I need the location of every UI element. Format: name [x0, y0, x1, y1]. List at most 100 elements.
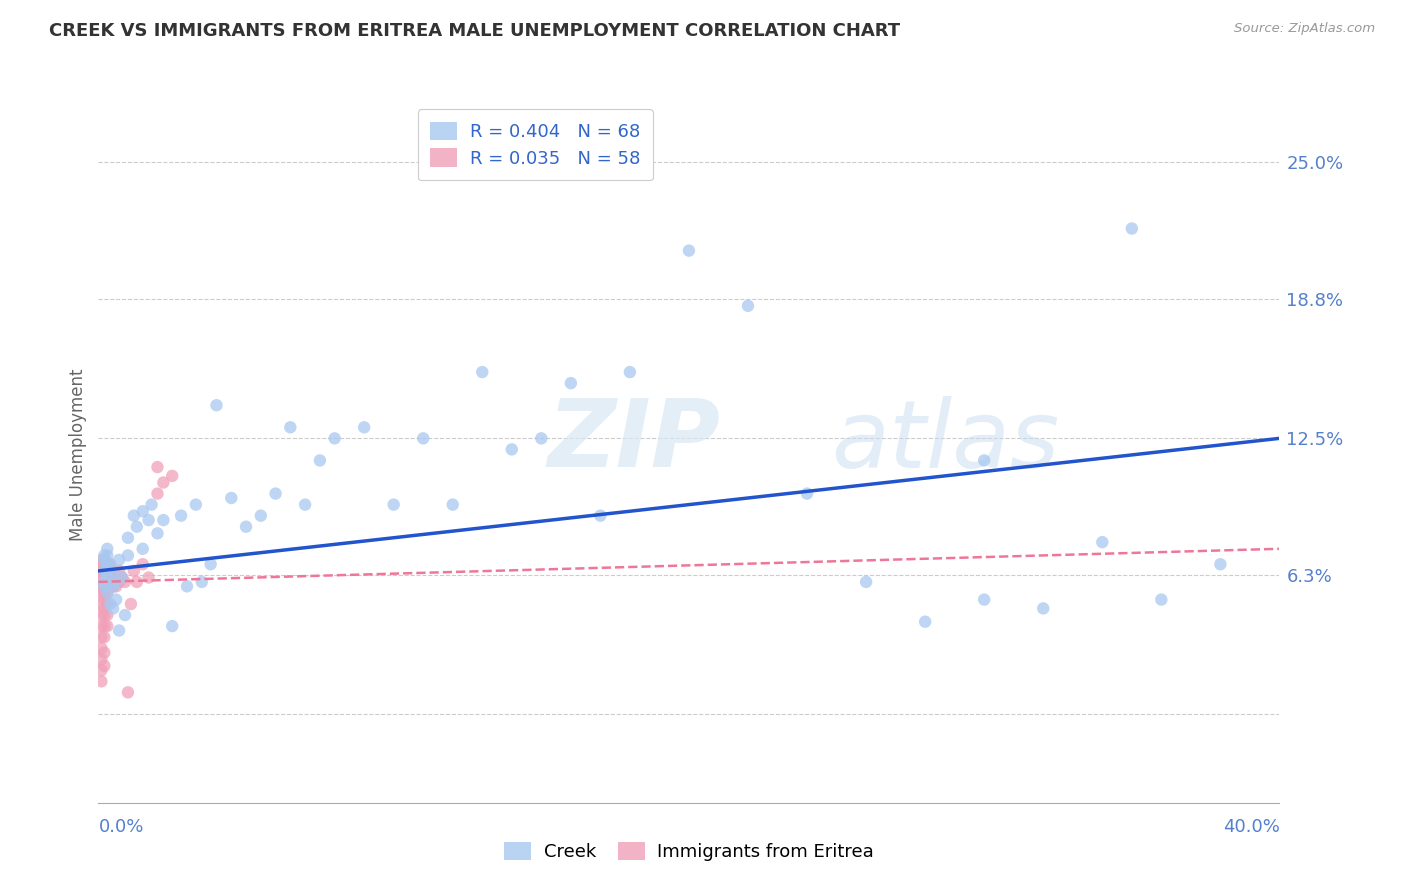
Point — [103, 579, 125, 593]
Point — [117, 531, 139, 545]
Point — [132, 558, 155, 572]
Point — [1150, 592, 1173, 607]
Point — [96, 564, 118, 578]
Point — [114, 574, 136, 589]
Point — [93, 574, 115, 589]
Point — [323, 431, 346, 445]
Point — [93, 564, 115, 578]
Point — [294, 498, 316, 512]
Point — [93, 558, 115, 572]
Point — [501, 442, 523, 457]
Point — [250, 508, 273, 523]
Point — [560, 376, 582, 391]
Point — [1091, 535, 1114, 549]
Point — [111, 570, 134, 584]
Point — [353, 420, 375, 434]
Point — [98, 558, 121, 572]
Point — [138, 570, 160, 584]
Point — [219, 491, 242, 505]
Point — [90, 553, 112, 567]
Text: Source: ZipAtlas.com: Source: ZipAtlas.com — [1234, 22, 1375, 36]
Point — [162, 469, 183, 483]
Y-axis label: Male Unemployment: Male Unemployment — [69, 368, 87, 541]
Point — [103, 564, 125, 578]
Point — [152, 513, 174, 527]
Point — [93, 592, 115, 607]
Point — [96, 541, 118, 556]
Point — [125, 574, 148, 589]
Point — [93, 564, 115, 578]
Text: CREEK VS IMMIGRANTS FROM ERITREA MALE UNEMPLOYMENT CORRELATION CHART: CREEK VS IMMIGRANTS FROM ERITREA MALE UN… — [49, 22, 900, 40]
Point — [96, 608, 118, 623]
Point — [1032, 601, 1054, 615]
Point — [96, 597, 118, 611]
Point — [90, 630, 112, 644]
Point — [530, 431, 553, 445]
Point — [90, 674, 112, 689]
Point — [96, 558, 118, 572]
Point — [90, 558, 112, 572]
Point — [737, 299, 759, 313]
Point — [117, 549, 139, 563]
Point — [96, 579, 118, 593]
Point — [678, 244, 700, 258]
Point — [96, 549, 118, 563]
Point — [796, 486, 818, 500]
Point — [96, 586, 118, 600]
Point — [103, 601, 125, 615]
Point — [146, 486, 169, 500]
Point — [132, 504, 155, 518]
Point — [90, 641, 112, 656]
Point — [90, 579, 112, 593]
Point — [973, 592, 995, 607]
Point — [90, 564, 112, 578]
Point — [103, 579, 125, 593]
Point — [589, 508, 612, 523]
Point — [98, 597, 121, 611]
Point — [90, 663, 112, 677]
Point — [176, 579, 198, 593]
Point — [96, 570, 118, 584]
Point — [117, 685, 139, 699]
Point — [152, 475, 174, 490]
Point — [122, 508, 145, 523]
Point — [191, 574, 214, 589]
Point — [93, 553, 115, 567]
Point — [108, 574, 131, 589]
Point — [93, 658, 115, 673]
Point — [90, 586, 112, 600]
Point — [132, 541, 155, 556]
Point — [98, 574, 121, 589]
Text: ZIP: ZIP — [547, 395, 720, 487]
Point — [184, 498, 207, 512]
Point — [90, 619, 112, 633]
Point — [114, 608, 136, 623]
Point — [96, 619, 118, 633]
Point — [108, 624, 131, 638]
Point — [146, 460, 169, 475]
Text: 40.0%: 40.0% — [1223, 818, 1279, 837]
Point — [146, 526, 169, 541]
Point — [93, 553, 115, 567]
Point — [105, 592, 128, 607]
Point — [108, 564, 131, 578]
Point — [105, 579, 128, 593]
Point — [619, 365, 641, 379]
Point — [441, 498, 464, 512]
Point — [235, 519, 257, 533]
Point — [120, 597, 142, 611]
Point — [278, 420, 302, 434]
Point — [96, 558, 118, 572]
Point — [105, 570, 128, 584]
Point — [93, 579, 115, 593]
Point — [90, 608, 112, 623]
Point — [93, 619, 115, 633]
Point — [98, 558, 121, 572]
Point — [90, 652, 112, 666]
Point — [855, 574, 877, 589]
Point — [309, 453, 332, 467]
Point — [93, 608, 115, 623]
Point — [162, 619, 183, 633]
Point — [1209, 558, 1232, 572]
Point — [93, 646, 115, 660]
